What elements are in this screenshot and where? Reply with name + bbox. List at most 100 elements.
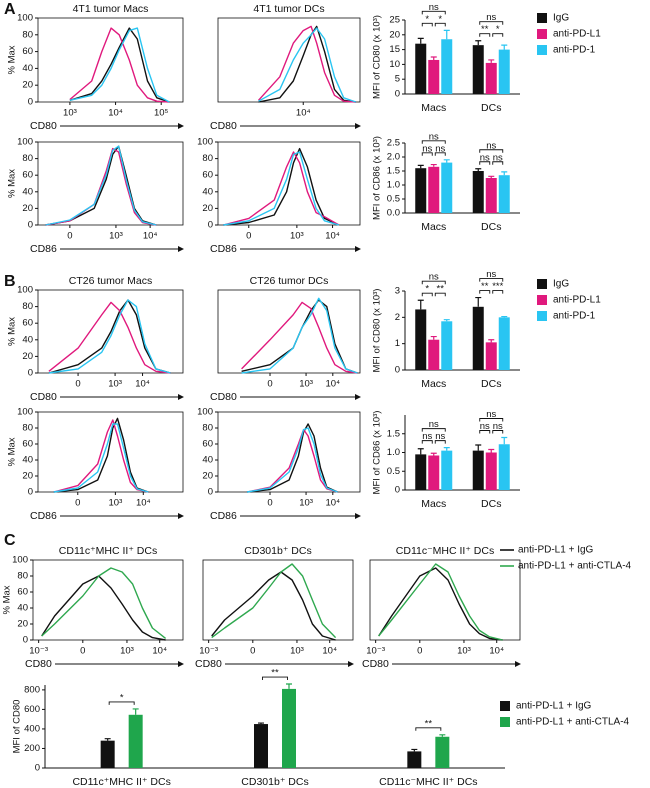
y-axis-label: % Max <box>2 585 13 614</box>
bar <box>254 724 268 768</box>
significance-bracket <box>434 152 446 156</box>
y-tick-label: 0.5 <box>387 194 400 205</box>
significance-label: ** <box>271 668 279 679</box>
y-tick-label: 2.5 <box>387 138 400 149</box>
histogram-curve <box>48 299 171 374</box>
error-bar <box>417 164 424 169</box>
histogram-curve <box>246 428 338 493</box>
significance-label: ** <box>481 281 489 292</box>
x-axis-label: CD86 <box>210 510 237 522</box>
bar <box>428 59 440 94</box>
x-axis-label: CD86 <box>30 243 57 255</box>
significance-bracket <box>479 430 491 434</box>
histogram-curve <box>48 299 171 374</box>
y-tick-label: 80 <box>202 153 213 164</box>
y-tick-label: 1.5 <box>387 428 400 439</box>
bar <box>415 43 427 94</box>
significance-bracket <box>434 22 446 27</box>
y-tick-label: 0 <box>208 487 213 498</box>
significance-label: ns <box>422 143 432 154</box>
x-tick-label: 0 <box>80 646 85 657</box>
error-bar <box>488 175 495 178</box>
y-tick-label: 60 <box>22 170 33 181</box>
significance-label: ** <box>437 284 445 295</box>
significance-bracket <box>421 140 446 144</box>
x-tick-label: 10⁻³ <box>366 646 385 657</box>
x-tick-label: 0 <box>75 498 80 509</box>
significance-label: ** <box>481 24 489 35</box>
x-tick-label: Macs <box>421 498 446 510</box>
significance-label: ns <box>429 2 439 13</box>
y-tick-label: 80 <box>22 29 33 40</box>
y-tick-label: 1.5 <box>387 166 400 177</box>
x-tick-label: 0 <box>75 379 80 390</box>
panel-title: CD11c⁻MHC II⁺ DCs <box>396 545 494 557</box>
histogram-curve <box>223 151 340 226</box>
bar <box>485 452 497 490</box>
significance-label: ** <box>425 718 433 729</box>
significance-bracket <box>479 418 504 422</box>
y-axis-label: MFI of CD86 (x 10³) <box>372 136 383 220</box>
y-tick-label: 40 <box>17 603 28 614</box>
histogram-curve <box>241 301 358 374</box>
y-tick-label: 100 <box>17 137 33 148</box>
significance-label: ns <box>493 152 503 163</box>
y-tick-label: 80 <box>17 571 28 582</box>
y-tick-label: 40 <box>22 455 33 466</box>
x-axis-label: CD80 <box>362 658 389 670</box>
y-tick-label: 0 <box>28 368 33 379</box>
error-bar <box>488 59 495 63</box>
significance-label: *** <box>492 281 503 292</box>
y-tick-label: 40 <box>202 455 213 466</box>
significance-bracket <box>479 161 491 165</box>
error-bar <box>430 452 437 456</box>
x-axis-label: CD80 <box>210 120 237 132</box>
y-tick-label: 1 <box>395 338 400 349</box>
x-tick-label: CD301b⁺ DCs <box>241 776 308 788</box>
significance-label: ns <box>422 431 432 442</box>
y-tick-label: 0 <box>28 487 33 498</box>
significance-bracket <box>479 149 504 153</box>
y-tick-label: 1.0 <box>387 447 400 458</box>
x-tick-label: 10⁴ <box>108 108 123 119</box>
y-tick-label: 0 <box>28 97 33 108</box>
error-bar <box>430 56 437 60</box>
bar <box>441 450 453 490</box>
y-tick-label: 20 <box>17 619 28 630</box>
y-tick-label: 20 <box>202 471 213 482</box>
plot-frame <box>217 141 361 226</box>
y-tick-label: 0 <box>208 220 213 231</box>
x-tick-label: 0 <box>250 646 255 657</box>
plot-frame <box>217 411 361 493</box>
significance-label: ns <box>493 421 503 432</box>
y-tick-label: 200 <box>24 743 40 754</box>
histogram-curve <box>378 567 503 641</box>
histogram-curve <box>45 145 157 226</box>
y-tick-label: 600 <box>24 704 40 715</box>
significance-label: ns <box>429 419 439 430</box>
x-tick-label: DCs <box>481 102 501 114</box>
y-tick-label: 20 <box>202 203 213 214</box>
legend-swatch <box>537 311 547 321</box>
x-tick-label: 10³ <box>109 231 123 242</box>
y-tick-label: 60 <box>202 170 213 181</box>
y-axis-label: MFI of CD86 (x 10³) <box>372 411 383 495</box>
error-bar <box>430 163 437 167</box>
legend-label: IgG <box>553 279 569 290</box>
significance-bracket <box>492 33 504 37</box>
plot-frame <box>217 17 361 103</box>
legend-label: anti-PD-L1 + IgG <box>516 701 592 712</box>
histogram-curve <box>211 571 336 641</box>
bar <box>100 740 115 768</box>
significance-label: ns <box>480 152 490 163</box>
x-tick-label: 10⁴ <box>322 646 337 657</box>
y-tick-label: 0.0 <box>387 208 400 219</box>
x-tick-label: DCs <box>481 221 501 233</box>
bar <box>472 45 484 94</box>
y-tick-label: 100 <box>197 407 213 418</box>
x-tick-label: 0 <box>267 379 272 390</box>
y-tick-label: 20 <box>389 29 400 40</box>
x-tick-label: 10⁻³ <box>199 646 218 657</box>
x-axis-label: CD80 <box>30 391 57 403</box>
x-tick-label: Macs <box>421 378 446 390</box>
